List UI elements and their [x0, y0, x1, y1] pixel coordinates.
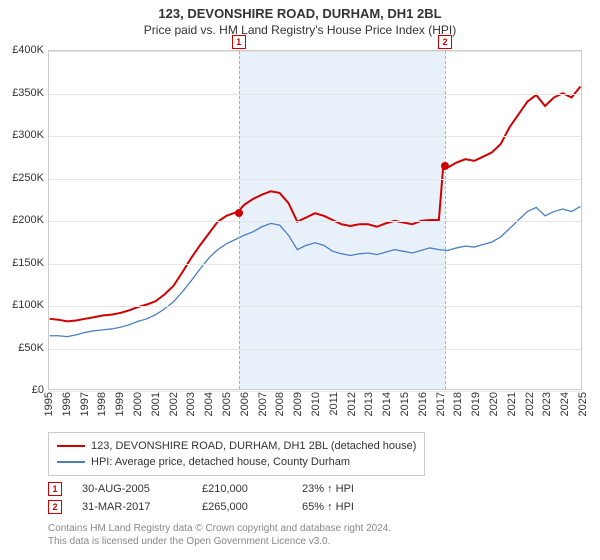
gridline-h	[49, 221, 581, 222]
title-address: 123, DEVONSHIRE ROAD, DURHAM, DH1 2BL	[0, 6, 600, 21]
x-axis-tick-label: 2017	[435, 392, 447, 416]
chart-legend: 123, DEVONSHIRE ROAD, DURHAM, DH1 2BL (d…	[48, 432, 425, 476]
series-line-hpi_county	[50, 206, 581, 336]
x-axis-tick-label: 1998	[96, 392, 108, 416]
x-axis-tick-label: 1996	[61, 392, 73, 416]
gridline-h	[49, 179, 581, 180]
sale-date: 31-MAR-2017	[82, 501, 182, 513]
sale-hpi-delta: 23% ↑ HPI	[302, 483, 392, 495]
y-axis-tick-label: £100K	[0, 299, 44, 311]
x-axis-tick-label: 2022	[524, 392, 536, 416]
gridline-h	[49, 51, 581, 52]
sale-price: £265,000	[202, 501, 282, 513]
legend-row: HPI: Average price, detached house, Coun…	[57, 454, 416, 470]
legend-label-property: 123, DEVONSHIRE ROAD, DURHAM, DH1 2BL (d…	[91, 440, 416, 452]
sale-hpi-delta: 65% ↑ HPI	[302, 501, 392, 513]
x-axis-tick-label: 2016	[417, 392, 429, 416]
x-axis-tick-label: 2006	[239, 392, 251, 416]
attribution-footer: Contains HM Land Registry data © Crown c…	[48, 522, 391, 548]
x-axis-tick-label: 2004	[203, 392, 215, 416]
sale-row: 1 30-AUG-2005 £210,000 23% ↑ HPI	[48, 480, 392, 498]
legend-swatch-property	[57, 445, 85, 447]
gridline-h	[49, 94, 581, 95]
footer-line2: This data is licensed under the Open Gov…	[48, 535, 391, 548]
sale-date: 30-AUG-2005	[82, 483, 182, 495]
y-axis-tick-label: £400K	[0, 44, 44, 56]
legend-swatch-hpi	[57, 461, 85, 463]
x-axis-tick-label: 2005	[221, 392, 233, 416]
x-axis-tick-label: 2012	[346, 392, 358, 416]
sale-price: £210,000	[202, 483, 282, 495]
sale-marker-dot	[441, 162, 449, 170]
x-axis-tick-label: 1999	[114, 392, 126, 416]
title-subtitle: Price paid vs. HM Land Registry's House …	[0, 23, 600, 37]
x-axis-tick-label: 1995	[43, 392, 55, 416]
sales-table: 1 30-AUG-2005 £210,000 23% ↑ HPI 2 31-MA…	[48, 480, 392, 516]
y-axis-tick-label: £300K	[0, 129, 44, 141]
x-axis-tick-label: 2018	[452, 392, 464, 416]
sale-row: 2 31-MAR-2017 £265,000 65% ↑ HPI	[48, 498, 392, 516]
sale-marker-dot	[235, 209, 243, 217]
y-axis-tick-label: £200K	[0, 214, 44, 226]
y-axis-tick-label: £250K	[0, 172, 44, 184]
sale-index-box: 2	[48, 500, 62, 514]
x-axis-tick-label: 2009	[292, 392, 304, 416]
x-axis-tick-label: 2023	[541, 392, 553, 416]
x-axis-tick-label: 2003	[185, 392, 197, 416]
gridline-h	[49, 264, 581, 265]
x-axis-tick-label: 2021	[506, 392, 518, 416]
x-axis-tick-label: 2024	[559, 392, 571, 416]
x-axis-tick-label: 2025	[577, 392, 589, 416]
legend-row: 123, DEVONSHIRE ROAD, DURHAM, DH1 2BL (d…	[57, 438, 416, 454]
sale-marker-vline	[445, 51, 446, 389]
x-axis-tick-label: 1997	[79, 392, 91, 416]
sale-marker-index-box: 2	[438, 35, 452, 49]
y-axis-tick-label: £50K	[0, 342, 44, 354]
sale-marker-vline	[239, 51, 240, 389]
series-line-property_price	[50, 86, 581, 321]
x-axis-tick-label: 2013	[363, 392, 375, 416]
x-axis-tick-label: 2015	[399, 392, 411, 416]
x-axis-tick-label: 2001	[150, 392, 162, 416]
x-axis-tick-label: 2002	[168, 392, 180, 416]
sale-index-box: 1	[48, 482, 62, 496]
x-axis-tick-label: 2000	[132, 392, 144, 416]
x-axis-tick-label: 2020	[488, 392, 500, 416]
chart-svg	[49, 51, 581, 389]
legend-label-hpi: HPI: Average price, detached house, Coun…	[91, 456, 350, 468]
y-axis-tick-label: £0	[0, 384, 44, 396]
x-axis-tick-label: 2007	[257, 392, 269, 416]
x-axis-tick-label: 2019	[470, 392, 482, 416]
y-axis-tick-label: £150K	[0, 257, 44, 269]
chart-title-block: 123, DEVONSHIRE ROAD, DURHAM, DH1 2BL Pr…	[0, 0, 600, 37]
chart-plot-area: 12	[48, 50, 582, 390]
footer-line1: Contains HM Land Registry data © Crown c…	[48, 522, 391, 535]
gridline-h	[49, 306, 581, 307]
gridline-h	[49, 136, 581, 137]
y-axis-tick-label: £350K	[0, 87, 44, 99]
sale-marker-index-box: 1	[232, 35, 246, 49]
x-axis-tick-label: 2008	[274, 392, 286, 416]
x-axis-tick-label: 2010	[310, 392, 322, 416]
x-axis-tick-label: 2011	[328, 392, 340, 416]
gridline-h	[49, 349, 581, 350]
x-axis-tick-label: 2014	[381, 392, 393, 416]
